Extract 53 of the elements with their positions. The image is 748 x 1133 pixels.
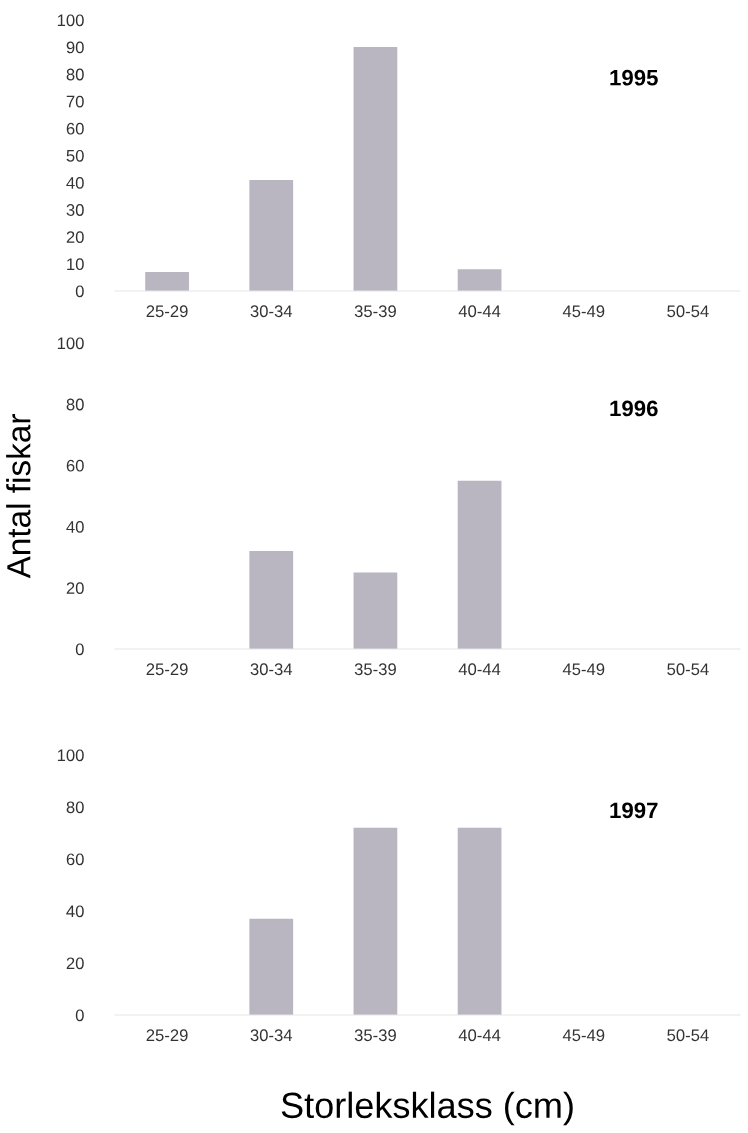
- y-tick-label: 40: [66, 521, 84, 533]
- x-tick-label: 45-49: [562, 663, 605, 676]
- x-tick-label: 30-34: [250, 305, 293, 318]
- bar: [457, 269, 502, 291]
- bar: [249, 179, 294, 291]
- y-tick-label: 90: [66, 41, 84, 54]
- x-tick-label: 50-54: [667, 663, 709, 676]
- x-tick-label: 30-34: [250, 663, 293, 676]
- x-tick-label: 35-39: [354, 305, 396, 318]
- y-tick-label: 100: [57, 337, 84, 350]
- y-tick-label: 10: [67, 258, 84, 271]
- y-tick-label: 0: [75, 643, 84, 656]
- y-tick-label: 50: [66, 149, 84, 162]
- text: 1995: [610, 69, 658, 86]
- bar: [353, 47, 398, 291]
- y-axis-title: Antal fiskar: [6, 414, 31, 579]
- y-tick-label: 40: [66, 177, 84, 189]
- bar: [145, 272, 189, 291]
- bar: [249, 551, 294, 649]
- y-tick-label: 70: [66, 95, 84, 108]
- x-tick-label: 35-39: [354, 1029, 396, 1042]
- y-tick-label: 20: [66, 957, 84, 970]
- x-tick-label: 25-29: [146, 663, 188, 676]
- y-tick-label: 20: [66, 582, 84, 594]
- text: 1996: [610, 400, 658, 417]
- x-tick-label: 30-34: [250, 1029, 293, 1042]
- y-tick-label: 80: [66, 398, 84, 411]
- y-tick-label: 60: [66, 853, 84, 866]
- x-tick-label: 40-44: [458, 305, 501, 318]
- x-tick-label: 50-54: [667, 1029, 709, 1042]
- y-tick-label: 20: [66, 231, 84, 243]
- bar: [353, 572, 398, 649]
- y-tick-label: 30: [66, 204, 84, 216]
- bar: [457, 480, 502, 649]
- y-tick-label: 80: [66, 68, 84, 81]
- x-tick-label: 45-49: [562, 305, 605, 318]
- x-tick-label: 50-54: [667, 305, 709, 318]
- x-tick-label: 45-49: [562, 1029, 605, 1042]
- y-tick-label: 40: [66, 905, 84, 918]
- y-tick-label: 60: [66, 122, 84, 135]
- text: 1997: [610, 802, 658, 819]
- x-tick-label: 40-44: [458, 663, 501, 676]
- y-tick-label: 0: [75, 1009, 84, 1022]
- y-tick-label: 60: [66, 459, 84, 472]
- x-tick-label: 35-39: [354, 663, 396, 676]
- y-tick-label: 0: [75, 285, 84, 298]
- x-tick-label: 40-44: [458, 1029, 501, 1042]
- x-tick-label: 25-29: [146, 305, 188, 318]
- y-tick-label: 100: [57, 14, 84, 27]
- x-axis-title: Storleksklass (cm): [281, 1091, 573, 1126]
- y-tick-label: 80: [66, 801, 84, 814]
- y-tick-label: 100: [57, 749, 84, 762]
- x-tick-label: 25-29: [146, 1029, 188, 1042]
